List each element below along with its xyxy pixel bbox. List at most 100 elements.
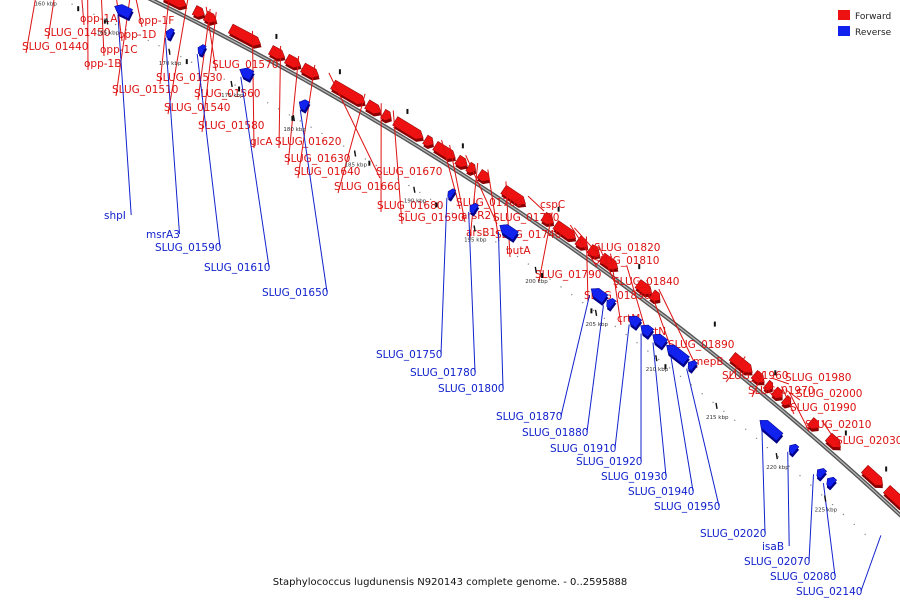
gene-label-slug-01990[interactable]: SLUG_01990 <box>781 386 857 415</box>
gene-label-slug-01790[interactable]: SLUG_01790 <box>535 212 601 282</box>
gene-label-slug-01870[interactable]: SLUG_01870 <box>496 295 591 423</box>
forward-gene-arrow[interactable] <box>392 116 428 145</box>
gene-label-slug-01570[interactable]: SLUG_01570 <box>205 6 278 72</box>
forward-gene-arrow[interactable] <box>161 0 190 13</box>
forward-gene-arrow[interactable] <box>806 417 823 435</box>
reverse-gene-arrow[interactable] <box>296 98 312 114</box>
forward-gene-arrow[interactable] <box>422 134 438 151</box>
gene-label-mepb[interactable]: mepB <box>658 288 724 369</box>
reverse-gene-arrow[interactable] <box>587 285 610 306</box>
feature-marker <box>291 115 294 121</box>
gene-label-slug-01450[interactable]: SLUG_01450 <box>44 0 110 40</box>
reverse-gene-arrow[interactable] <box>785 442 800 458</box>
gene-label-opp-1a[interactable]: opp-1A <box>77 0 118 26</box>
forward-gene-arrow[interactable] <box>882 485 900 514</box>
scale-dot <box>223 78 225 81</box>
gene-label-slug-01530[interactable]: SLUG_01530 <box>156 0 222 85</box>
gene-label-opp-1c[interactable]: opp-1C <box>100 0 138 57</box>
reverse-gene-arrow[interactable] <box>625 313 644 331</box>
forward-gene-arrow[interactable] <box>780 394 795 411</box>
gene-label-shpi[interactable]: shpI <box>104 14 132 222</box>
forward-gene-arrow[interactable] <box>824 432 845 454</box>
gene-label-glca[interactable]: glcA <box>250 30 273 149</box>
forward-gene-arrow[interactable] <box>364 99 386 120</box>
feature-marker <box>368 160 371 166</box>
gene-label-arsb1[interactable]: arsB1 <box>466 162 496 240</box>
gene-label-opp-1f[interactable]: opp-1F <box>130 0 175 28</box>
gene-label-slug-01930[interactable]: SLUG_01930 <box>601 342 667 483</box>
gene-label-slug-01730[interactable]: SLUG_01730 <box>465 155 560 225</box>
reverse-gene-arrow[interactable] <box>662 341 691 368</box>
gene-label-slug-01610[interactable]: SLUG_01610 <box>204 76 270 274</box>
gene-label-slug-01840[interactable]: SLUG_01840 <box>597 244 679 289</box>
gene-label-slug-01970[interactable]: SLUG_01970 <box>748 371 814 398</box>
scale-dot <box>180 56 182 58</box>
forward-gene-arrow[interactable] <box>500 184 530 211</box>
gene-label-slug-01940[interactable]: SLUG_01940 <box>628 356 694 498</box>
reverse-gene-arrow[interactable] <box>823 475 838 491</box>
gene-label-slug-02070[interactable]: SLUG_02070 <box>744 474 814 568</box>
gene-label-slug-01810[interactable]: SLUG_01810 <box>569 224 659 268</box>
gene-label-slug-01880[interactable]: SLUG_01880 <box>522 305 604 439</box>
forward-gene-arrow[interactable] <box>476 169 494 187</box>
gene-label-opp-1b[interactable]: opp-1B <box>84 0 121 71</box>
forward-gene-arrow[interactable] <box>380 109 396 125</box>
gene-label-slug-01820[interactable]: SLUG_01820 <box>573 227 660 255</box>
svg-text:SLUG_01940: SLUG_01940 <box>628 486 694 498</box>
gene-label-slug-01800[interactable]: SLUG_01800 <box>438 231 504 395</box>
gene-label-slug-01950[interactable]: SLUG_01950 <box>654 368 720 513</box>
gene-label-slug-01920[interactable]: SLUG_01920 <box>576 333 642 468</box>
gene-label-slug-01960[interactable]: SLUG_01960 <box>722 356 788 383</box>
reverse-gene-arrow[interactable] <box>195 43 208 58</box>
gene-label-slug-01980[interactable]: SLUG_01980 <box>771 372 851 385</box>
forward-gene-arrow[interactable] <box>329 79 369 110</box>
gene-label-isab[interactable]: isaB <box>762 451 790 553</box>
scale-dot <box>864 533 866 536</box>
reverse-gene-arrow[interactable] <box>236 65 255 83</box>
gene-label-slug-02080[interactable]: SLUG_02080 <box>770 482 836 583</box>
reverse-gene-arrow[interactable] <box>496 221 520 243</box>
gene-label-cspc[interactable]: cspC <box>527 195 565 212</box>
gene-label-slug-01620[interactable]: SLUG_01620 <box>275 46 341 149</box>
gene-label-slug-01590[interactable]: SLUG_01590 <box>155 53 221 254</box>
gene-label-slug-02020[interactable]: SLUG_02020 <box>700 429 766 540</box>
svg-text:SLUG_01690: SLUG_01690 <box>398 212 464 224</box>
reverse-gene-arrow[interactable] <box>648 331 669 351</box>
gene-label-slug-01750[interactable]: SLUG_01750 <box>376 197 448 361</box>
kbp-tick <box>715 402 718 410</box>
reverse-gene-arrow[interactable] <box>755 416 784 444</box>
forward-gene-arrow[interactable] <box>762 379 777 396</box>
gene-label-slug-01660[interactable]: SLUG_01660 <box>334 93 400 194</box>
reverse-gene-arrow[interactable] <box>813 466 828 482</box>
gene-label-slug-01680[interactable]: SLUG_01680 <box>377 103 443 213</box>
reverse-gene-arrow[interactable] <box>444 187 457 202</box>
gene-label-buta[interactable]: butA <box>505 181 532 258</box>
reverse-gene-arrow[interactable] <box>163 27 176 42</box>
gene-label-slug-02010[interactable]: SLUG_02010 <box>789 392 872 432</box>
forward-gene-arrow[interactable] <box>454 154 472 173</box>
gene-label-slug-01540[interactable]: SLUG_01540 <box>164 0 230 115</box>
forward-gene-arrow[interactable] <box>191 5 208 22</box>
gene-label-slug-02030[interactable]: SLUG_02030 <box>821 420 900 448</box>
gene-label-slug-01910[interactable]: SLUG_01910 <box>550 324 630 455</box>
gene-label-slug-02140[interactable]: SLUG_02140 <box>796 535 882 598</box>
forward-gene-arrow[interactable] <box>770 386 787 404</box>
gene-label-msra3[interactable]: msrA3 <box>146 37 180 241</box>
reverse-gene-arrow[interactable] <box>466 201 480 217</box>
reverse-gene-arrow[interactable] <box>637 322 656 340</box>
forward-gene-arrow[interactable] <box>860 464 888 492</box>
gene-label-slug-02000[interactable]: SLUG_02000 <box>785 388 863 401</box>
gene-label-slug-01440[interactable]: SLUG_01440 <box>22 0 88 54</box>
reverse-gene-arrow[interactable] <box>112 2 135 22</box>
forward-gene-arrow[interactable] <box>552 220 581 246</box>
gene-label-slug-01510[interactable]: SLUG_01510 <box>112 0 178 97</box>
gene-label-slug-01780[interactable]: SLUG_01780 <box>410 211 476 379</box>
gene-label-slug-01690[interactable]: SLUG_01690 <box>392 110 464 225</box>
scale-dot <box>386 171 388 173</box>
gene-label-slug-01640[interactable]: SLUG_01640 <box>294 64 360 179</box>
gene-label-slug-01650[interactable]: SLUG_01650 <box>262 109 328 299</box>
forward-gene-arrow[interactable] <box>648 289 665 307</box>
reverse-gene-arrow[interactable] <box>603 296 618 312</box>
reverse-gene-arrow[interactable] <box>684 358 699 374</box>
gene-label-slug-01670[interactable]: SLUG_01670 <box>328 72 443 179</box>
